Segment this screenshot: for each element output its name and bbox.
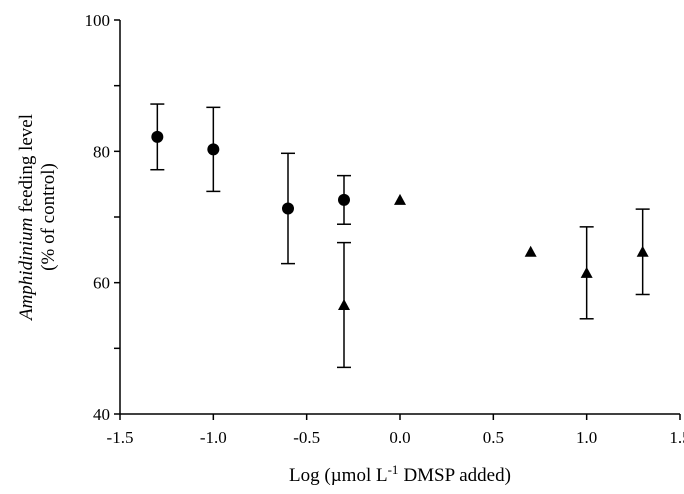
point	[338, 193, 350, 206]
point	[580, 266, 593, 278]
point	[282, 202, 294, 215]
point	[151, 130, 164, 143]
x-label-end: DMSP added)	[403, 465, 511, 486]
y-label-rest: feeding level	[16, 114, 37, 213]
x-label-main: Log (µmol L	[289, 465, 388, 486]
x-tick-label: -1.0	[200, 428, 227, 447]
y-tick-label: 100	[85, 11, 111, 30]
point	[338, 298, 350, 310]
y-axis-label: Amphidinium feeding level	[16, 114, 37, 322]
x-tick-label: -1.5	[107, 428, 134, 447]
x-tick-label: 1.5	[669, 428, 684, 447]
y-label-italic: Amphidinium	[16, 218, 37, 322]
y-tick-label: 80	[93, 142, 110, 161]
x-tick-label: -0.5	[293, 428, 320, 447]
x-tick-label: 0.5	[483, 428, 504, 447]
point	[394, 193, 406, 205]
x-tick-label: 1.0	[576, 428, 597, 447]
x-axis-label: Log (µmol L-1 DMSP added)	[289, 462, 511, 486]
y-tick-label: 40	[93, 405, 110, 424]
x-label-sup: -1	[388, 462, 399, 477]
x-tick-label: 0.0	[389, 428, 410, 447]
y-tick-label: 60	[93, 274, 110, 293]
point	[524, 245, 537, 257]
point	[207, 143, 220, 156]
y-axis-label-line2: (% of control)	[38, 163, 59, 271]
point	[636, 245, 649, 257]
